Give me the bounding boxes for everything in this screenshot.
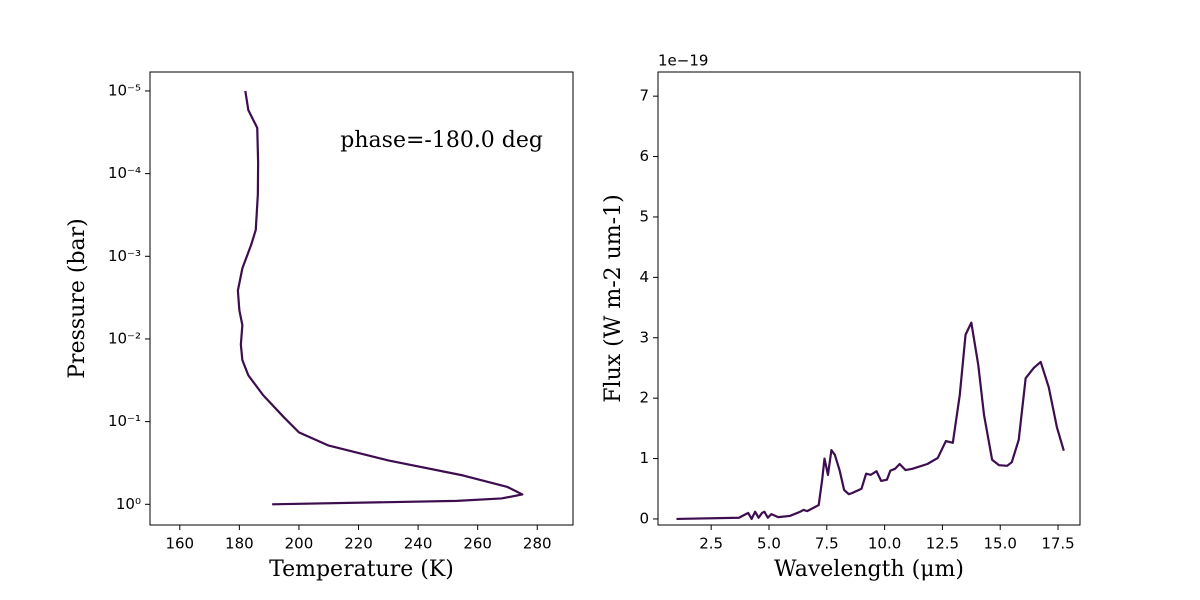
x-tick-label: 2.5 <box>699 535 723 553</box>
y-tick-label: 10⁻² <box>108 329 141 347</box>
y-tick-label: 10⁻¹ <box>108 412 141 430</box>
y-tick-label: 10⁻³ <box>108 247 141 265</box>
x-tick-label: 220 <box>344 535 373 553</box>
y-tick-label: 4 <box>639 268 649 286</box>
x-tick-label: 15.0 <box>984 535 1017 553</box>
x-axis-label: Wavelength (μm) <box>774 557 964 582</box>
annotation: phase=-180.0 deg <box>340 128 543 153</box>
y-axis-label: Pressure (bar) <box>65 218 90 379</box>
axes-frame <box>149 71 574 526</box>
y-tick-label: 10⁻⁵ <box>108 81 141 99</box>
y-tick-label: 7 <box>639 87 649 105</box>
y-tick-label: 6 <box>639 147 649 165</box>
data-line <box>676 321 1065 521</box>
x-tick-label: 200 <box>285 535 314 553</box>
y-tick-label: 3 <box>639 328 649 346</box>
y-tick-label: 1 <box>639 449 649 467</box>
y-tick-label: 10⁻⁴ <box>108 164 141 182</box>
x-tick-label: 12.5 <box>926 535 959 553</box>
y-axis-label: Flux (W m-2 um-1) <box>601 194 626 402</box>
x-axis-label: Temperature (K) <box>269 557 454 582</box>
x-tick-label: 260 <box>463 535 492 553</box>
x-tick-label: 240 <box>404 535 433 553</box>
axes-frame <box>657 71 1081 526</box>
y-tick-label: 0 <box>639 509 649 527</box>
y-tick-label: 5 <box>639 207 649 225</box>
x-tick-label: 5.0 <box>757 535 781 553</box>
x-tick-label: 160 <box>165 535 194 553</box>
x-tick-label: 10.0 <box>868 535 901 553</box>
x-tick-label: 280 <box>523 535 552 553</box>
x-tick-label: 180 <box>225 535 254 553</box>
y-tick-label: 2 <box>639 389 649 407</box>
data-line <box>236 90 524 506</box>
y-offset-text: 1e−19 <box>658 52 708 70</box>
x-tick-label: 17.5 <box>1041 535 1074 553</box>
x-tick-label: 7.5 <box>815 535 839 553</box>
y-tick-label: 10⁰ <box>116 495 141 513</box>
